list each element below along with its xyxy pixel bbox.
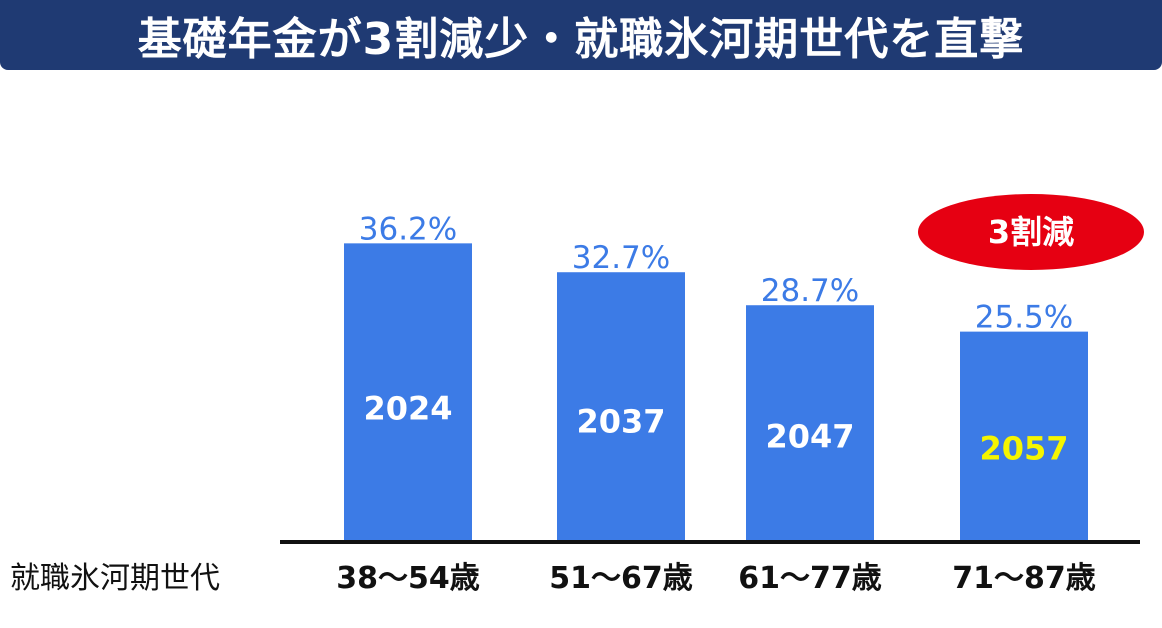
bar-2 (746, 305, 874, 542)
bars-group: 36.2% 2024 38〜54歳 32.7% 2037 51〜67歳 28.7% 2047 6… (336, 211, 1096, 596)
badge-ellipse (918, 194, 1144, 270)
page-title: 基礎年金が3割減少・就職氷河期世代を直撃 (137, 14, 1025, 65)
bar-1 (557, 272, 685, 542)
bar-0 (344, 243, 472, 542)
reduction-badge: 3割減 (918, 194, 1144, 270)
year-label-0: 2024 (363, 390, 452, 428)
row-label: 就職氷河期世代 (10, 561, 220, 596)
category-label-0: 38〜54歳 (336, 561, 480, 596)
category-label-1: 51〜67歳 (549, 561, 693, 596)
bar-chart: 36.2% 2024 38〜54歳 32.7% 2037 51〜67歳 28.7% 2047 6… (10, 194, 1144, 596)
value-label-3: 25.5% (975, 300, 1073, 336)
value-label-2: 28.7% (761, 273, 859, 309)
category-label-2: 61〜77歳 (738, 561, 882, 596)
bar-3 (960, 331, 1088, 542)
year-label-3: 2057 (979, 429, 1068, 467)
year-label-2: 2047 (765, 417, 854, 455)
category-label-3: 71〜87歳 (952, 561, 1096, 596)
badge-text: 3割減 (988, 213, 1074, 251)
value-label-0: 36.2% (359, 211, 457, 247)
value-label-1: 32.7% (572, 240, 670, 276)
title-bar: 基礎年金が3割減少・就職氷河期世代を直撃 (0, 0, 1162, 70)
year-label-1: 2037 (576, 403, 665, 441)
